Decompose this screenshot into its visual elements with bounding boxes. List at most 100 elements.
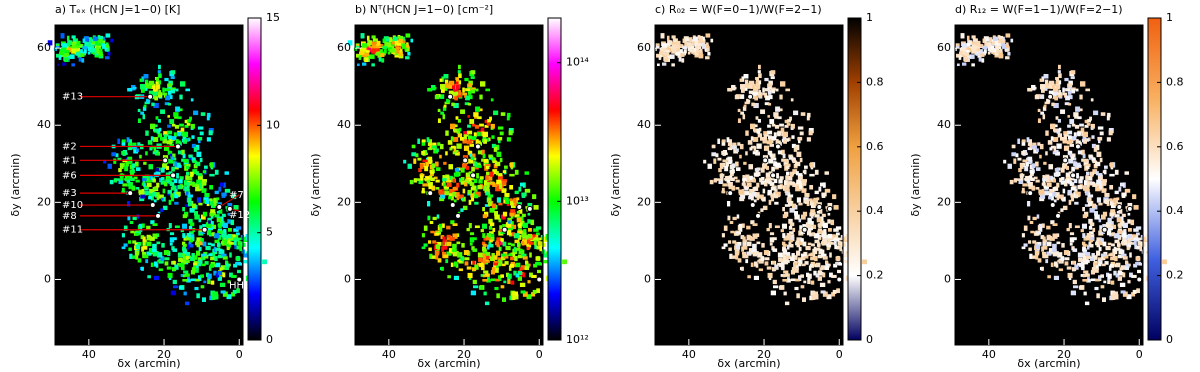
map-pixel xyxy=(168,135,172,139)
map-pixel xyxy=(154,276,159,280)
map-pixel xyxy=(1068,190,1072,194)
map-pixel xyxy=(71,35,75,38)
map-pixel xyxy=(756,84,760,89)
map-pixel xyxy=(529,252,532,257)
map-pixel xyxy=(183,154,186,159)
map-pixel xyxy=(760,137,764,141)
map-pixel xyxy=(152,248,157,252)
map-pixel xyxy=(198,203,202,206)
map-pixel xyxy=(1125,171,1129,174)
map-pixel xyxy=(158,73,162,78)
map-pixel xyxy=(196,293,200,298)
map-pixel xyxy=(1094,147,1097,152)
x-axis-label: δx (arcmin) xyxy=(117,357,180,370)
map-pixel xyxy=(362,63,366,66)
map-pixel xyxy=(1037,142,1040,145)
source-marker xyxy=(728,191,733,196)
map-pixel xyxy=(207,137,211,141)
x-axis-label: δx (arcmin) xyxy=(417,357,480,370)
map-pixel xyxy=(738,118,741,123)
map-pixel xyxy=(1072,261,1075,265)
map-pixel xyxy=(837,270,841,273)
map-pixel xyxy=(755,124,758,127)
map-pixel xyxy=(436,187,440,190)
map-pixel xyxy=(1067,115,1070,118)
map-pixel xyxy=(467,115,470,118)
map-pixel xyxy=(203,281,206,284)
y-tick-label: 60 xyxy=(637,41,651,54)
map-pixel xyxy=(758,65,761,69)
map-pixel xyxy=(1078,185,1082,189)
map-pixel xyxy=(371,48,376,53)
map-pixel xyxy=(1121,290,1126,293)
map-pixel xyxy=(417,139,420,144)
map-pixel xyxy=(747,275,751,278)
map-pixel xyxy=(736,180,740,183)
map-pixel xyxy=(207,230,211,235)
map-pixel xyxy=(177,116,181,119)
map-pixel xyxy=(1069,154,1072,157)
map-pixel xyxy=(771,156,774,159)
map-pixel xyxy=(525,266,529,270)
source-label: #2 xyxy=(62,141,77,152)
map-pixel xyxy=(802,297,806,302)
map-pixel xyxy=(1070,193,1074,197)
map-pixel xyxy=(710,39,713,43)
map-pixel xyxy=(1087,245,1090,250)
map-pixel xyxy=(834,240,837,245)
map-pixel xyxy=(808,274,812,279)
map-pixel xyxy=(430,221,434,224)
map-pixel xyxy=(779,95,782,100)
map-pixel xyxy=(749,81,754,86)
map-pixel xyxy=(165,261,169,265)
map-pixel xyxy=(503,242,507,247)
map-pixel xyxy=(1012,145,1016,149)
map-pixel xyxy=(743,114,746,119)
map-pixel xyxy=(518,223,522,228)
map-pixel xyxy=(1090,258,1094,262)
map-pixel xyxy=(497,137,502,141)
map-pixel xyxy=(490,222,494,226)
map-pixel xyxy=(1038,118,1041,123)
map-pixel xyxy=(764,182,767,186)
map-pixel xyxy=(1065,261,1069,265)
map-pixel xyxy=(509,213,514,217)
map-pixel xyxy=(210,209,215,213)
map-pixel xyxy=(173,280,177,284)
map-pixel xyxy=(1022,183,1027,186)
map-pixel xyxy=(1038,258,1042,262)
map-pixel xyxy=(217,211,220,214)
map-pixel xyxy=(796,293,800,298)
map-pixel xyxy=(1139,246,1142,251)
map-pixel xyxy=(213,198,216,203)
map-pixel xyxy=(135,233,140,236)
map-pixel xyxy=(1055,124,1058,127)
map-pixel xyxy=(1059,128,1062,132)
map-pixel xyxy=(713,158,716,163)
map-pixel xyxy=(722,139,726,142)
map-pixel xyxy=(186,166,190,169)
map-pixel xyxy=(769,223,772,228)
map-pixel xyxy=(466,228,469,231)
map-pixel xyxy=(477,132,481,136)
map-pixel xyxy=(1065,95,1070,100)
map-pixel xyxy=(455,153,459,156)
map-pixel xyxy=(1024,166,1028,171)
map-pixel xyxy=(432,255,436,258)
map-pixel xyxy=(1108,274,1112,279)
map-pixel xyxy=(787,195,792,198)
map-pixel xyxy=(814,233,819,238)
map-pixel xyxy=(1116,197,1119,200)
y-tick-label: 40 xyxy=(37,118,51,131)
map-pixel xyxy=(219,267,223,270)
map-pixel xyxy=(222,214,226,217)
map-pixel xyxy=(483,244,487,247)
map-pixel xyxy=(169,154,172,157)
map-pixel xyxy=(735,233,740,236)
source-marker xyxy=(748,94,753,99)
map-pixel xyxy=(1022,159,1027,162)
map-pixel xyxy=(191,98,194,101)
map-pixel xyxy=(770,237,774,242)
map-pixel xyxy=(657,64,660,67)
map-pixel xyxy=(671,48,676,53)
